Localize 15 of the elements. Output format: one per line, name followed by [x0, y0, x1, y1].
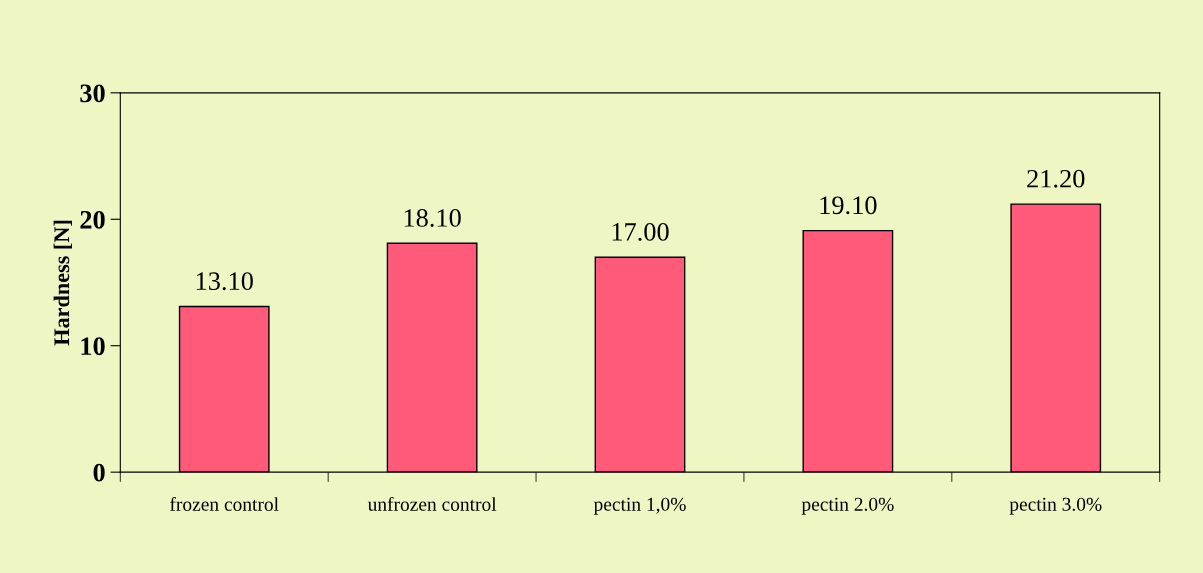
data-label: 18.10 [404, 209, 461, 227]
data-label: 19.10 [820, 196, 877, 215]
data-label: 13.10 [196, 272, 253, 291]
data-label: 21.20 [1027, 169, 1085, 188]
x-tick-label: frozen control [170, 496, 279, 511]
x-tick-label: unfrozen control [367, 496, 497, 511]
x-tick-label: pectin 1,0% [593, 497, 686, 515]
y-tick-label: 20 [80, 210, 105, 229]
y-tick-label: 10 [81, 337, 105, 356]
y-tick-label: 0 [93, 463, 105, 482]
x-tick-label: pectin 2.0% [801, 497, 894, 515]
data-label: 17.00 [612, 222, 669, 241]
y-tick-label: 30 [80, 84, 105, 103]
x-tick-label: pectin 3.0% [1009, 497, 1102, 515]
y-axis-title: Hardness [N] [53, 220, 73, 346]
